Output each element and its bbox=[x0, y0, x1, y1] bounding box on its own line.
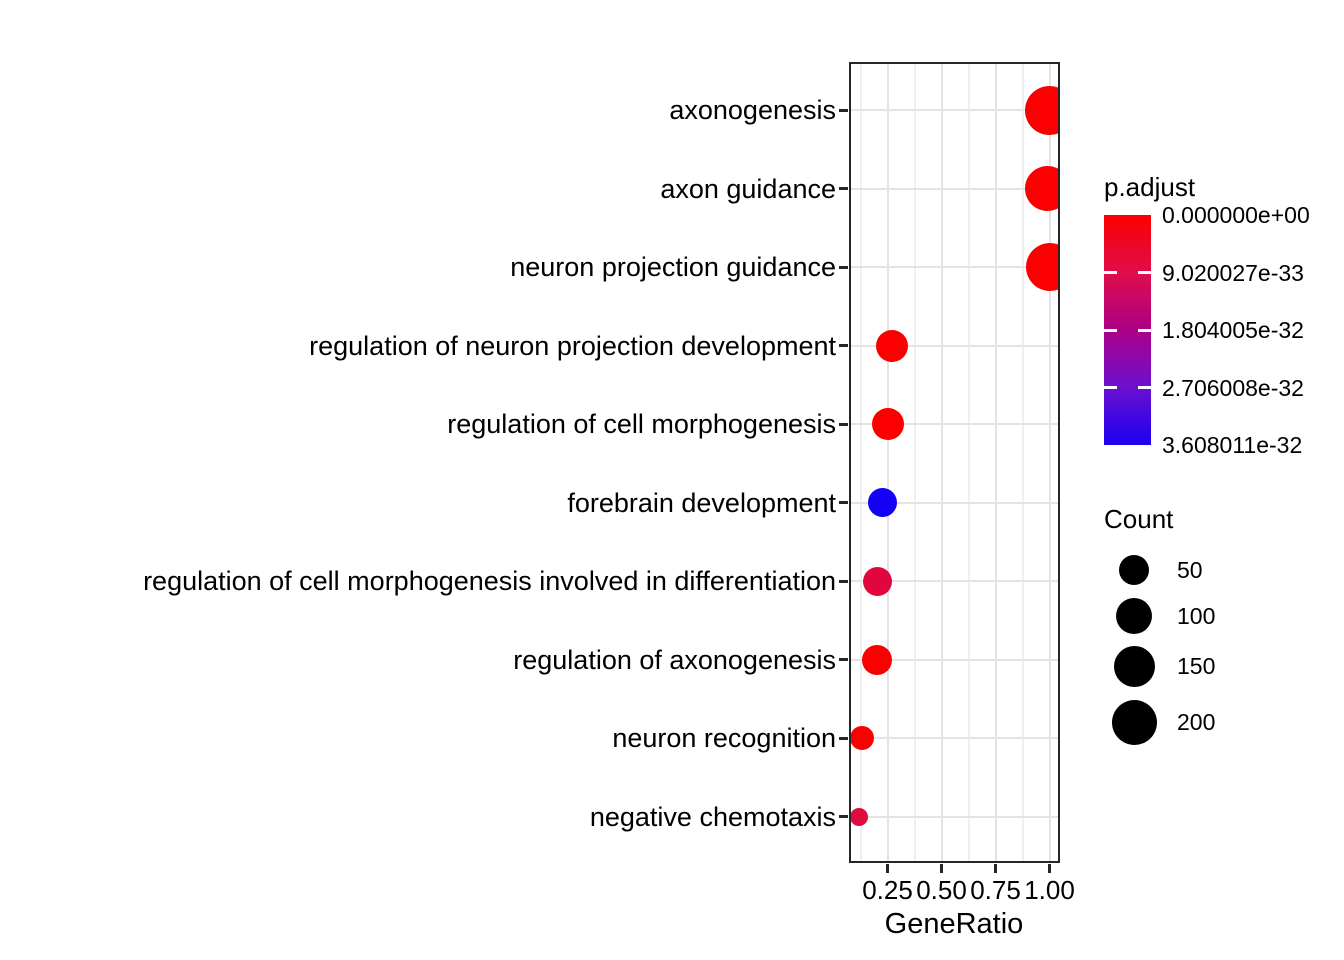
y-axis-label: axonogenesis bbox=[669, 95, 836, 125]
data-point-regulation-of-neuron-projection-development bbox=[875, 329, 908, 362]
x-axis-tick-mark bbox=[1048, 864, 1051, 873]
x-axis-tick-label: 1.00 bbox=[1024, 875, 1075, 905]
size-legend-value: 50 bbox=[1177, 557, 1203, 583]
data-point-forebrain-development bbox=[867, 488, 897, 518]
color-legend-value: 3.608011e-32 bbox=[1162, 432, 1303, 458]
gridline-major-vertical bbox=[994, 64, 997, 861]
gradient-tick-mark bbox=[1138, 328, 1151, 332]
gridline-major-horizontal bbox=[851, 658, 1058, 661]
size-legend-value: 100 bbox=[1177, 603, 1216, 629]
data-point-regulation-of-cell-morphogenesis bbox=[871, 408, 904, 441]
y-axis-label: neuron recognition bbox=[612, 723, 836, 754]
y-axis-label: neuron projection guidance bbox=[510, 252, 836, 283]
data-point-axonogenesis bbox=[1025, 85, 1058, 135]
color-legend-value: 9.020027e-33 bbox=[1162, 259, 1304, 286]
x-axis-tick-mark bbox=[994, 864, 997, 873]
gradient-tick-mark bbox=[1104, 328, 1117, 332]
size-legend-title: Count bbox=[1104, 504, 1174, 534]
color-legend-title: p.adjust bbox=[1104, 172, 1196, 202]
gridline-major-horizontal bbox=[851, 501, 1058, 504]
gridline-minor-vertical bbox=[967, 64, 970, 861]
x-axis-tick-mark bbox=[886, 864, 889, 873]
color-legend-value: 2.706008e-32 bbox=[1162, 374, 1304, 401]
y-axis-label: regulation of neuron projection developm… bbox=[309, 330, 836, 361]
gridline-major-horizontal bbox=[851, 580, 1058, 583]
gridline-major-horizontal bbox=[851, 815, 1058, 818]
gradient-tick-mark bbox=[1138, 271, 1151, 274]
gridline-major-horizontal bbox=[851, 423, 1058, 426]
gridline-minor-vertical bbox=[859, 64, 862, 861]
color-legend-value: 0.000000e+00 bbox=[1162, 202, 1310, 228]
y-axis-tick-mark bbox=[839, 736, 848, 740]
data-point-axon-guidance bbox=[1024, 166, 1058, 212]
size-legend-swatch bbox=[1111, 699, 1157, 745]
y-axis-tick-mark bbox=[839, 344, 848, 348]
gridline-minor-vertical bbox=[1021, 64, 1024, 861]
y-axis-tick-mark bbox=[839, 579, 848, 583]
data-point-regulation-of-axonogenesis bbox=[861, 644, 892, 675]
x-axis-tick-label: 0.75 bbox=[970, 875, 1021, 905]
gridline-major-horizontal bbox=[851, 187, 1058, 190]
size-legend-swatch bbox=[1113, 645, 1155, 687]
gridline-major-horizontal bbox=[851, 109, 1058, 111]
x-axis-tick-label: 0.25 bbox=[862, 875, 913, 905]
gridline-minor-vertical bbox=[913, 64, 916, 861]
y-axis-label: negative chemotaxis bbox=[589, 801, 836, 832]
x-axis-tick-label: 0.50 bbox=[916, 875, 967, 905]
y-axis-tick-mark bbox=[839, 108, 848, 112]
gridline-major-vertical bbox=[940, 64, 943, 861]
y-axis-tick-mark bbox=[839, 422, 848, 426]
gridline-major-vertical bbox=[1048, 64, 1051, 861]
data-point-negative-chemotaxis bbox=[851, 807, 869, 826]
y-axis-label: axon guidance bbox=[660, 173, 836, 204]
size-legend-value: 150 bbox=[1177, 653, 1216, 679]
y-axis-label: forebrain development bbox=[567, 487, 836, 518]
y-axis-tick-mark bbox=[839, 658, 848, 662]
x-axis-tick-mark bbox=[940, 864, 943, 873]
gridline-major-horizontal bbox=[851, 737, 1058, 740]
data-point-neuron-recognition bbox=[851, 726, 874, 751]
x-axis-title: GeneRatio bbox=[884, 908, 1024, 940]
gridline-major-horizontal bbox=[851, 266, 1058, 269]
y-axis-tick-mark bbox=[839, 501, 848, 505]
gradient-tick-mark bbox=[1104, 271, 1117, 274]
size-legend-swatch bbox=[1116, 598, 1152, 634]
plot-panel bbox=[849, 62, 1060, 863]
gradient-tick-mark bbox=[1104, 386, 1117, 389]
data-point-neuron-projection-guidance bbox=[1025, 243, 1058, 292]
color-gradient-bar bbox=[1104, 215, 1151, 445]
data-point-regulation-of-cell-morphogenesis-involved-in-differentiation bbox=[863, 566, 893, 596]
size-legend-swatch bbox=[1119, 555, 1149, 585]
gradient-tick-mark bbox=[1138, 386, 1151, 389]
gridline-major-horizontal bbox=[851, 344, 1058, 347]
y-axis-tick-mark bbox=[839, 815, 848, 819]
y-axis-label: regulation of axonogenesis bbox=[513, 644, 836, 675]
y-axis-label: regulation of cell morphogenesis involve… bbox=[143, 566, 836, 597]
y-axis-tick-mark bbox=[839, 187, 848, 191]
y-axis-tick-mark bbox=[839, 265, 848, 269]
color-legend-value: 1.804005e-32 bbox=[1162, 317, 1304, 343]
y-axis-label: regulation of cell morphogenesis bbox=[447, 409, 836, 440]
size-legend-value: 200 bbox=[1177, 709, 1216, 735]
gridline-major-vertical bbox=[886, 64, 889, 861]
